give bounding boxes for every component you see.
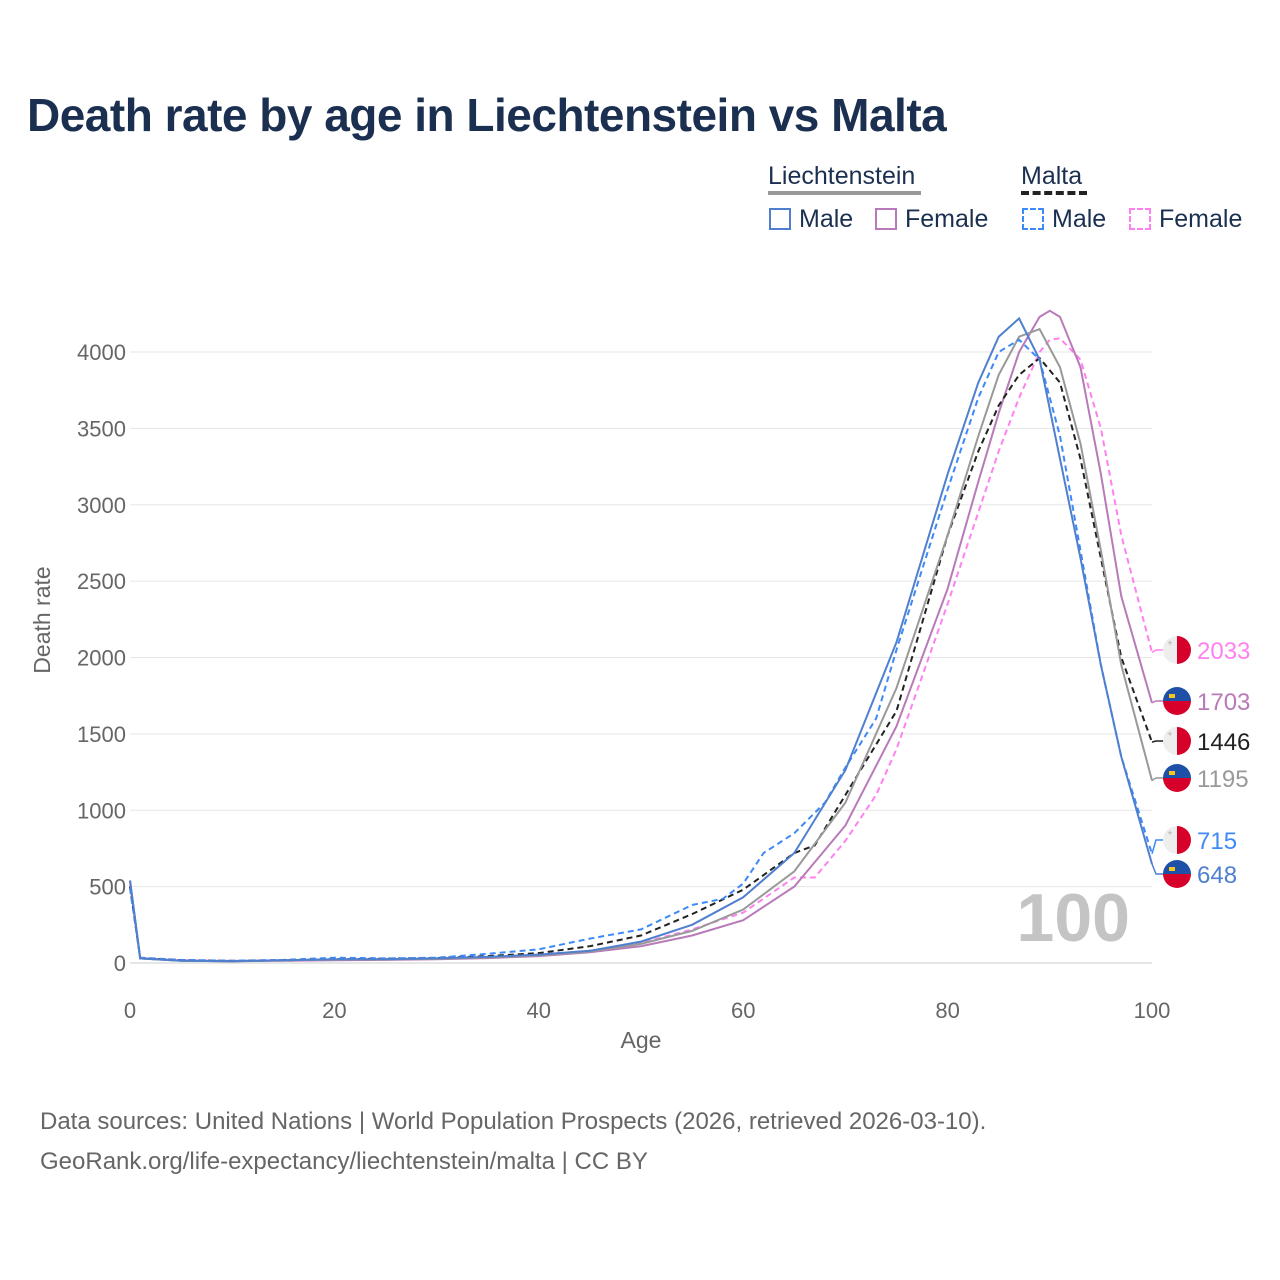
leader-line: [1151, 740, 1164, 743]
legend-swatch-li-female: [875, 208, 897, 230]
series-line-liechtenstein[interactable]: [129, 327, 1153, 963]
legend-item-mt-female[interactable]: Female: [1159, 205, 1243, 233]
y-tick-label: 2000: [77, 646, 126, 671]
y-tick-label: 2500: [77, 569, 126, 594]
y-tick-label: 1500: [77, 722, 126, 747]
end-value-label: 2033: [1197, 638, 1250, 665]
svg-text:+: +: [1167, 729, 1172, 739]
legend-group-liechtenstein[interactable]: Liechtenstein: [768, 162, 916, 190]
x-tick-label: 40: [527, 998, 551, 1023]
end-value-label: 715: [1197, 828, 1237, 855]
end-value-label: 1703: [1197, 689, 1250, 716]
svg-text:+: +: [1167, 828, 1172, 838]
series-line-liechtenstein-female[interactable]: [129, 309, 1153, 963]
y-tick-label: 3500: [77, 416, 126, 441]
legend-item-mt-male[interactable]: Male: [1052, 205, 1107, 233]
malta-flag-icon: +: [1163, 636, 1191, 664]
leader-line: [1151, 700, 1164, 704]
y-tick-label: 500: [89, 875, 126, 900]
footer-link[interactable]: GeoRank.org/life-expectancy/liechtenstei…: [40, 1148, 648, 1175]
leader-line: [1151, 649, 1164, 654]
leader-line: [1151, 839, 1164, 854]
malta-flag-icon: +: [1163, 727, 1191, 755]
plot-area: 0 500 1000 1500 2000 2500 3000 3500 4000 0 20 40 60 8…: [29, 309, 1250, 1053]
legend-group-line-liechtenstein: [768, 191, 921, 195]
x-tick-label: 0: [124, 998, 136, 1023]
legend-item-li-male[interactable]: Male: [799, 205, 854, 233]
current-age-label: 100: [1017, 880, 1130, 956]
x-tick-label: 20: [322, 998, 346, 1023]
leader-line: [1151, 777, 1164, 782]
x-tick-label: 100: [1134, 998, 1171, 1023]
y-tick-label: 1000: [77, 798, 126, 823]
x-tick-label: 60: [731, 998, 755, 1023]
x-axis-label: Age: [621, 1027, 662, 1053]
end-value-label: 648: [1197, 862, 1237, 889]
y-tick-label: 4000: [77, 340, 126, 365]
legend-swatch-li-male: [769, 208, 791, 230]
svg-text:+: +: [1167, 638, 1172, 648]
legend-swatch-mt-female: [1129, 208, 1151, 230]
legend-group-malta[interactable]: Malta: [1021, 162, 1083, 190]
series-line-malta-male[interactable]: [129, 338, 1153, 962]
y-tick-label: 0: [114, 951, 126, 976]
chart-title: Death rate by age in Liechtenstein vs Ma…: [27, 89, 947, 141]
legend-item-li-female[interactable]: Female: [905, 205, 989, 233]
footer-source: Data sources: United Nations | World Pop…: [40, 1108, 987, 1135]
series-line-malta-female[interactable]: [129, 337, 1153, 962]
series-line-liechtenstein-male[interactable]: [129, 316, 1153, 963]
liechtenstein-flag-icon: [1163, 764, 1191, 792]
liechtenstein-flag-icon: [1163, 687, 1191, 715]
end-value-label: 1446: [1197, 729, 1250, 756]
x-tick-label: 80: [935, 998, 959, 1023]
end-value-label: 1195: [1197, 766, 1249, 793]
y-tick-label: 3000: [77, 493, 126, 518]
malta-flag-icon: +: [1163, 826, 1191, 854]
leader-line: [1151, 863, 1164, 875]
y-axis-label: Death rate: [29, 566, 55, 673]
liechtenstein-flag-icon: [1163, 860, 1191, 888]
legend-swatch-mt-male: [1022, 208, 1044, 230]
legend-group-line-malta: [1021, 191, 1087, 195]
